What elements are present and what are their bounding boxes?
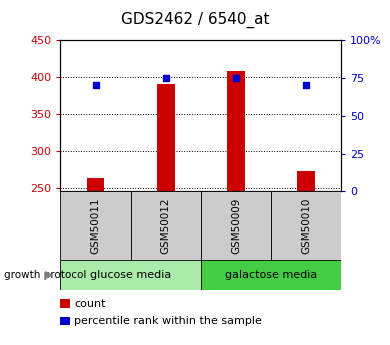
Point bbox=[233, 75, 239, 80]
Bar bbox=[271, 191, 341, 260]
Text: GSM50010: GSM50010 bbox=[301, 198, 311, 254]
Text: growth protocol: growth protocol bbox=[4, 270, 86, 280]
Bar bbox=[297, 171, 315, 191]
Text: GSM50012: GSM50012 bbox=[161, 198, 171, 254]
Point bbox=[303, 82, 309, 88]
Text: count: count bbox=[74, 299, 106, 308]
Bar bbox=[201, 191, 271, 260]
Text: GSM50011: GSM50011 bbox=[90, 198, 101, 254]
Bar bbox=[157, 84, 175, 191]
Bar bbox=[131, 191, 201, 260]
Point bbox=[92, 82, 99, 88]
Text: GDS2462 / 6540_at: GDS2462 / 6540_at bbox=[121, 12, 269, 28]
Bar bbox=[60, 191, 131, 260]
Bar bbox=[227, 71, 245, 191]
Text: percentile rank within the sample: percentile rank within the sample bbox=[74, 316, 262, 326]
Text: galactose media: galactose media bbox=[225, 270, 317, 280]
Text: ▶: ▶ bbox=[45, 270, 54, 280]
Text: glucose media: glucose media bbox=[90, 270, 171, 280]
Bar bbox=[201, 260, 341, 290]
Text: GSM50009: GSM50009 bbox=[231, 198, 241, 254]
Point bbox=[163, 75, 169, 80]
Bar bbox=[60, 260, 201, 290]
Bar bbox=[87, 178, 105, 191]
